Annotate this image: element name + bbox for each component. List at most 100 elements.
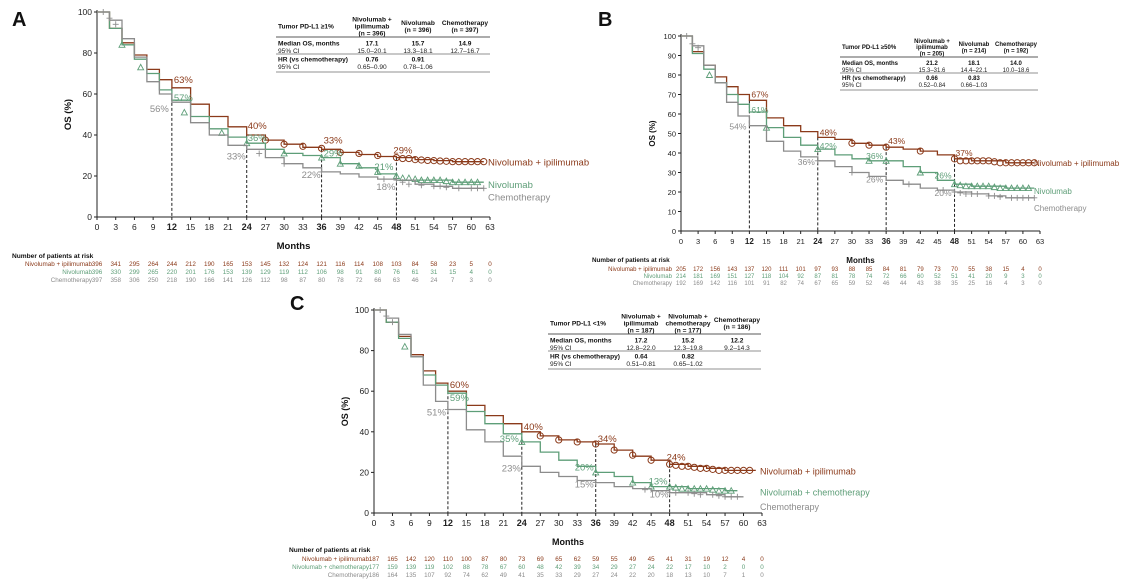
- risk-count: 61: [412, 269, 420, 276]
- censor-mark-plus: [905, 181, 912, 188]
- censor-mark-triangle: [973, 182, 982, 190]
- landmark-percent-label: 57%: [174, 93, 194, 104]
- x-tick-label: 39: [336, 222, 346, 232]
- risk-count: 22: [629, 572, 637, 579]
- y-tick-label: 20: [668, 188, 676, 197]
- risk-count: 0: [760, 556, 764, 563]
- risk-count: 201: [185, 269, 196, 276]
- x-tick-label: 42: [354, 222, 364, 232]
- risk-count: 218: [167, 277, 178, 284]
- x-tick-label: 27: [831, 237, 839, 246]
- landmark-percent-label: 61%: [751, 105, 768, 115]
- censor-mark-plus: [112, 21, 119, 28]
- x-tick-label: 60: [1019, 237, 1027, 246]
- y-tick-label: 100: [663, 32, 676, 41]
- summary-table-value: 12.2: [731, 338, 744, 345]
- censor-mark-triangle: [814, 145, 822, 153]
- landmark-percent-label: 24%: [667, 452, 687, 463]
- summary-table-value: 0.66: [926, 76, 938, 82]
- risk-count: 114: [354, 261, 365, 268]
- risk-count: 92: [797, 274, 804, 280]
- x-tick-label: 51: [967, 237, 975, 246]
- risk-count: 84: [412, 261, 420, 268]
- risk-count: 92: [444, 572, 452, 579]
- panel-label: C: [290, 293, 304, 315]
- y-axis-title: OS (%): [648, 120, 657, 147]
- risk-count: 107: [424, 572, 435, 579]
- summary-table-ci: 12.3–19.8: [673, 345, 703, 352]
- summary-table-header: Chemotherapy: [995, 42, 1038, 48]
- x-tick-label: 36: [882, 237, 892, 246]
- risk-count: 4: [1004, 281, 1008, 287]
- risk-count: 192: [676, 281, 687, 287]
- risk-count: 139: [406, 564, 417, 571]
- risk-count: 112: [298, 269, 309, 276]
- risk-count: 205: [676, 267, 687, 273]
- risk-count: 172: [693, 267, 704, 273]
- risk-count: 164: [387, 572, 398, 579]
- y-tick-label: 40: [83, 130, 93, 140]
- risk-count: 41: [666, 556, 674, 563]
- series-label-nivo_ipi: Nivolumab + ipilimumab: [760, 466, 856, 476]
- censor-mark-plus: [691, 490, 698, 497]
- censor-mark-plus: [689, 40, 696, 47]
- summary-table-value: 0.64: [635, 354, 648, 361]
- risk-count: 23: [449, 261, 457, 268]
- risk-count: 62: [574, 556, 582, 563]
- risk-count: 39: [574, 564, 582, 571]
- risk-count: 142: [710, 281, 721, 287]
- y-tick-label: 10: [668, 208, 676, 217]
- censor-mark-plus: [444, 406, 451, 413]
- panel-label: B: [598, 9, 612, 31]
- landmark-percent-label: 36%: [866, 151, 883, 161]
- censor-mark-plus: [1019, 194, 1026, 201]
- risk-count: 137: [744, 267, 755, 273]
- risk-count: 70: [951, 267, 958, 273]
- x-tick-label: 6: [713, 237, 717, 246]
- risk-count: 106: [316, 269, 327, 276]
- risk-count: 116: [727, 281, 737, 287]
- censor-mark-plus: [430, 183, 437, 190]
- summary-table-ci: 0.78–1.06: [403, 64, 433, 71]
- censor-mark-circle: [882, 143, 890, 151]
- risk-count: 67: [500, 564, 508, 571]
- summary-table-header: Tumor PD-L1 ≥50%: [842, 45, 897, 51]
- summary-table-header: Tumor PD-L1 ≥1%: [278, 23, 334, 30]
- censor-mark-plus: [685, 489, 692, 496]
- censor-mark-plus: [722, 493, 729, 500]
- risk-table-title: Number of patients at risk: [592, 257, 670, 264]
- risk-count: 330: [110, 269, 121, 276]
- landmark-percent-label: 42%: [820, 141, 837, 151]
- risk-count: 66: [900, 274, 907, 280]
- y-tick-label: 80: [83, 48, 93, 58]
- risk-count: 41: [518, 572, 526, 579]
- summary-table-ci: 13.3–18.1: [403, 48, 433, 55]
- risk-count: 24: [648, 564, 656, 571]
- x-tick-label: 57: [448, 222, 458, 232]
- censor-mark-triangle: [373, 167, 382, 175]
- censor-mark-circle: [968, 157, 976, 165]
- x-tick-label: 3: [696, 237, 700, 246]
- risk-count: 52: [866, 281, 873, 287]
- risk-count: 119: [424, 564, 435, 571]
- summary-table-value: 14.0: [1010, 61, 1022, 67]
- risk-count: 55: [968, 267, 975, 273]
- landmark-percent-label: 34%: [598, 434, 618, 445]
- x-tick-label: 9: [730, 237, 734, 246]
- censor-mark-triangle: [317, 153, 326, 161]
- y-tick-label: 100: [78, 7, 92, 17]
- risk-count: 153: [241, 261, 252, 268]
- censor-mark-circle: [573, 438, 581, 446]
- censor-mark-plus: [393, 177, 400, 184]
- censor-mark-circle: [979, 157, 987, 165]
- risk-count: 104: [779, 274, 790, 280]
- censor-mark-circle: [990, 158, 999, 166]
- risk-count: 110: [443, 556, 454, 563]
- x-axis-title: Months: [846, 256, 875, 265]
- y-tick-label: 0: [364, 508, 369, 518]
- risk-count: 0: [488, 261, 492, 268]
- risk-count: 45: [648, 556, 656, 563]
- risk-count: 187: [369, 556, 380, 563]
- risk-count: 151: [727, 274, 738, 280]
- summary-table-row-label: HR (vs chemotherapy): [550, 354, 620, 361]
